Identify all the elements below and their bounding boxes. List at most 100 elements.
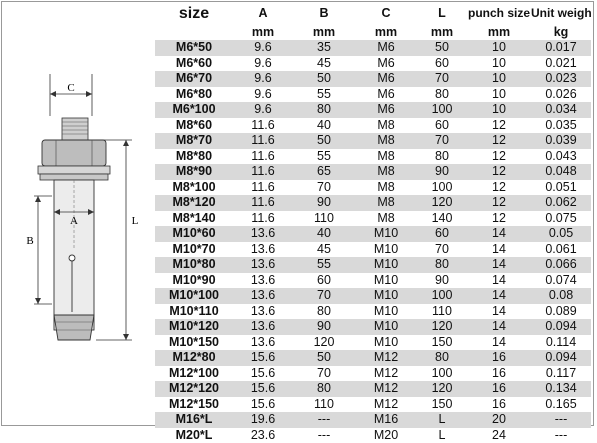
cell-c: M6 xyxy=(355,102,417,118)
cell-a: 23.6 xyxy=(233,428,293,443)
cell-size: M10*60 xyxy=(155,226,233,242)
cell-size: M6*100 xyxy=(155,102,233,118)
cell-punch: 16 xyxy=(467,350,531,366)
unit-weight: kg xyxy=(531,24,591,40)
cell-size: M20*L xyxy=(155,428,233,443)
cell-punch: 14 xyxy=(467,226,531,242)
cell-c: M20 xyxy=(355,428,417,443)
cell-c: M8 xyxy=(355,180,417,196)
cell-punch: 12 xyxy=(467,149,531,165)
cell-size: M12*120 xyxy=(155,381,233,397)
cell-punch: 20 xyxy=(467,412,531,428)
cell-size: M6*60 xyxy=(155,56,233,72)
cell-size: M10*70 xyxy=(155,242,233,258)
cell-c: M6 xyxy=(355,87,417,103)
cell-c: M8 xyxy=(355,133,417,149)
cell-l: 100 xyxy=(417,180,467,196)
cell-b: 45 xyxy=(293,56,355,72)
cell-l: 80 xyxy=(417,350,467,366)
cell-a: 15.6 xyxy=(233,381,293,397)
cell-weight: 0.134 xyxy=(531,381,591,397)
cell-size: M6*50 xyxy=(155,40,233,56)
cell-a: 13.6 xyxy=(233,273,293,289)
cell-size: M10*100 xyxy=(155,288,233,304)
cell-l: 110 xyxy=(417,304,467,320)
cell-weight: 0.114 xyxy=(531,335,591,351)
cell-l: 70 xyxy=(417,71,467,87)
cell-c: M12 xyxy=(355,381,417,397)
cell-l: 140 xyxy=(417,211,467,227)
cell-size: M8*100 xyxy=(155,180,233,196)
cell-c: M8 xyxy=(355,118,417,134)
cell-l: 150 xyxy=(417,397,467,413)
cell-l: 100 xyxy=(417,366,467,382)
cell-size: M8*70 xyxy=(155,133,233,149)
cell-weight: 0.074 xyxy=(531,273,591,289)
cell-weight: 0.034 xyxy=(531,102,591,118)
header-l: L xyxy=(417,3,467,24)
cell-size: M6*70 xyxy=(155,71,233,87)
cell-l: L xyxy=(417,428,467,443)
cell-size: M10*80 xyxy=(155,257,233,273)
unit-l: mm xyxy=(417,24,467,40)
cell-weight: 0.165 xyxy=(531,397,591,413)
cell-c: M6 xyxy=(355,71,417,87)
header-row: size A B C L punch size Unit weight xyxy=(155,3,591,24)
cell-c: M8 xyxy=(355,211,417,227)
cell-b: 90 xyxy=(293,195,355,211)
unit-a: mm xyxy=(233,24,293,40)
cell-weight: 0.017 xyxy=(531,40,591,56)
cell-b: 35 xyxy=(293,40,355,56)
cell-c: M10 xyxy=(355,319,417,335)
cell-weight: 0.094 xyxy=(531,319,591,335)
cell-punch: 24 xyxy=(467,428,531,443)
cell-a: 11.6 xyxy=(233,195,293,211)
header-size: size xyxy=(155,3,233,24)
cell-a: 15.6 xyxy=(233,366,293,382)
cell-b: 70 xyxy=(293,180,355,196)
cell-c: M8 xyxy=(355,164,417,180)
cell-weight: 0.075 xyxy=(531,211,591,227)
cell-l: 80 xyxy=(417,149,467,165)
spec-table: size A B C L punch size Unit weight mm m… xyxy=(155,3,591,443)
cell-a: 15.6 xyxy=(233,397,293,413)
cell-l: 120 xyxy=(417,319,467,335)
cell-size: M10*90 xyxy=(155,273,233,289)
cell-punch: 12 xyxy=(467,164,531,180)
label-a: A xyxy=(70,215,78,227)
cell-punch: 14 xyxy=(467,288,531,304)
cell-b: 90 xyxy=(293,319,355,335)
cell-punch: 14 xyxy=(467,304,531,320)
cell-c: M8 xyxy=(355,149,417,165)
cell-b: 70 xyxy=(293,366,355,382)
cell-b: 55 xyxy=(293,149,355,165)
cell-weight: 0.061 xyxy=(531,242,591,258)
cell-b: 55 xyxy=(293,257,355,273)
cell-size: M12*100 xyxy=(155,366,233,382)
cell-c: M12 xyxy=(355,397,417,413)
cell-weight: 0.089 xyxy=(531,304,591,320)
cell-a: 13.6 xyxy=(233,242,293,258)
cell-size: M8*120 xyxy=(155,195,233,211)
unit-size xyxy=(155,24,233,40)
cell-weight: 0.051 xyxy=(531,180,591,196)
cell-c: M10 xyxy=(355,273,417,289)
cell-b: 50 xyxy=(293,350,355,366)
unit-c: mm xyxy=(355,24,417,40)
cell-size: M10*120 xyxy=(155,319,233,335)
cell-punch: 10 xyxy=(467,40,531,56)
cell-c: M12 xyxy=(355,350,417,366)
